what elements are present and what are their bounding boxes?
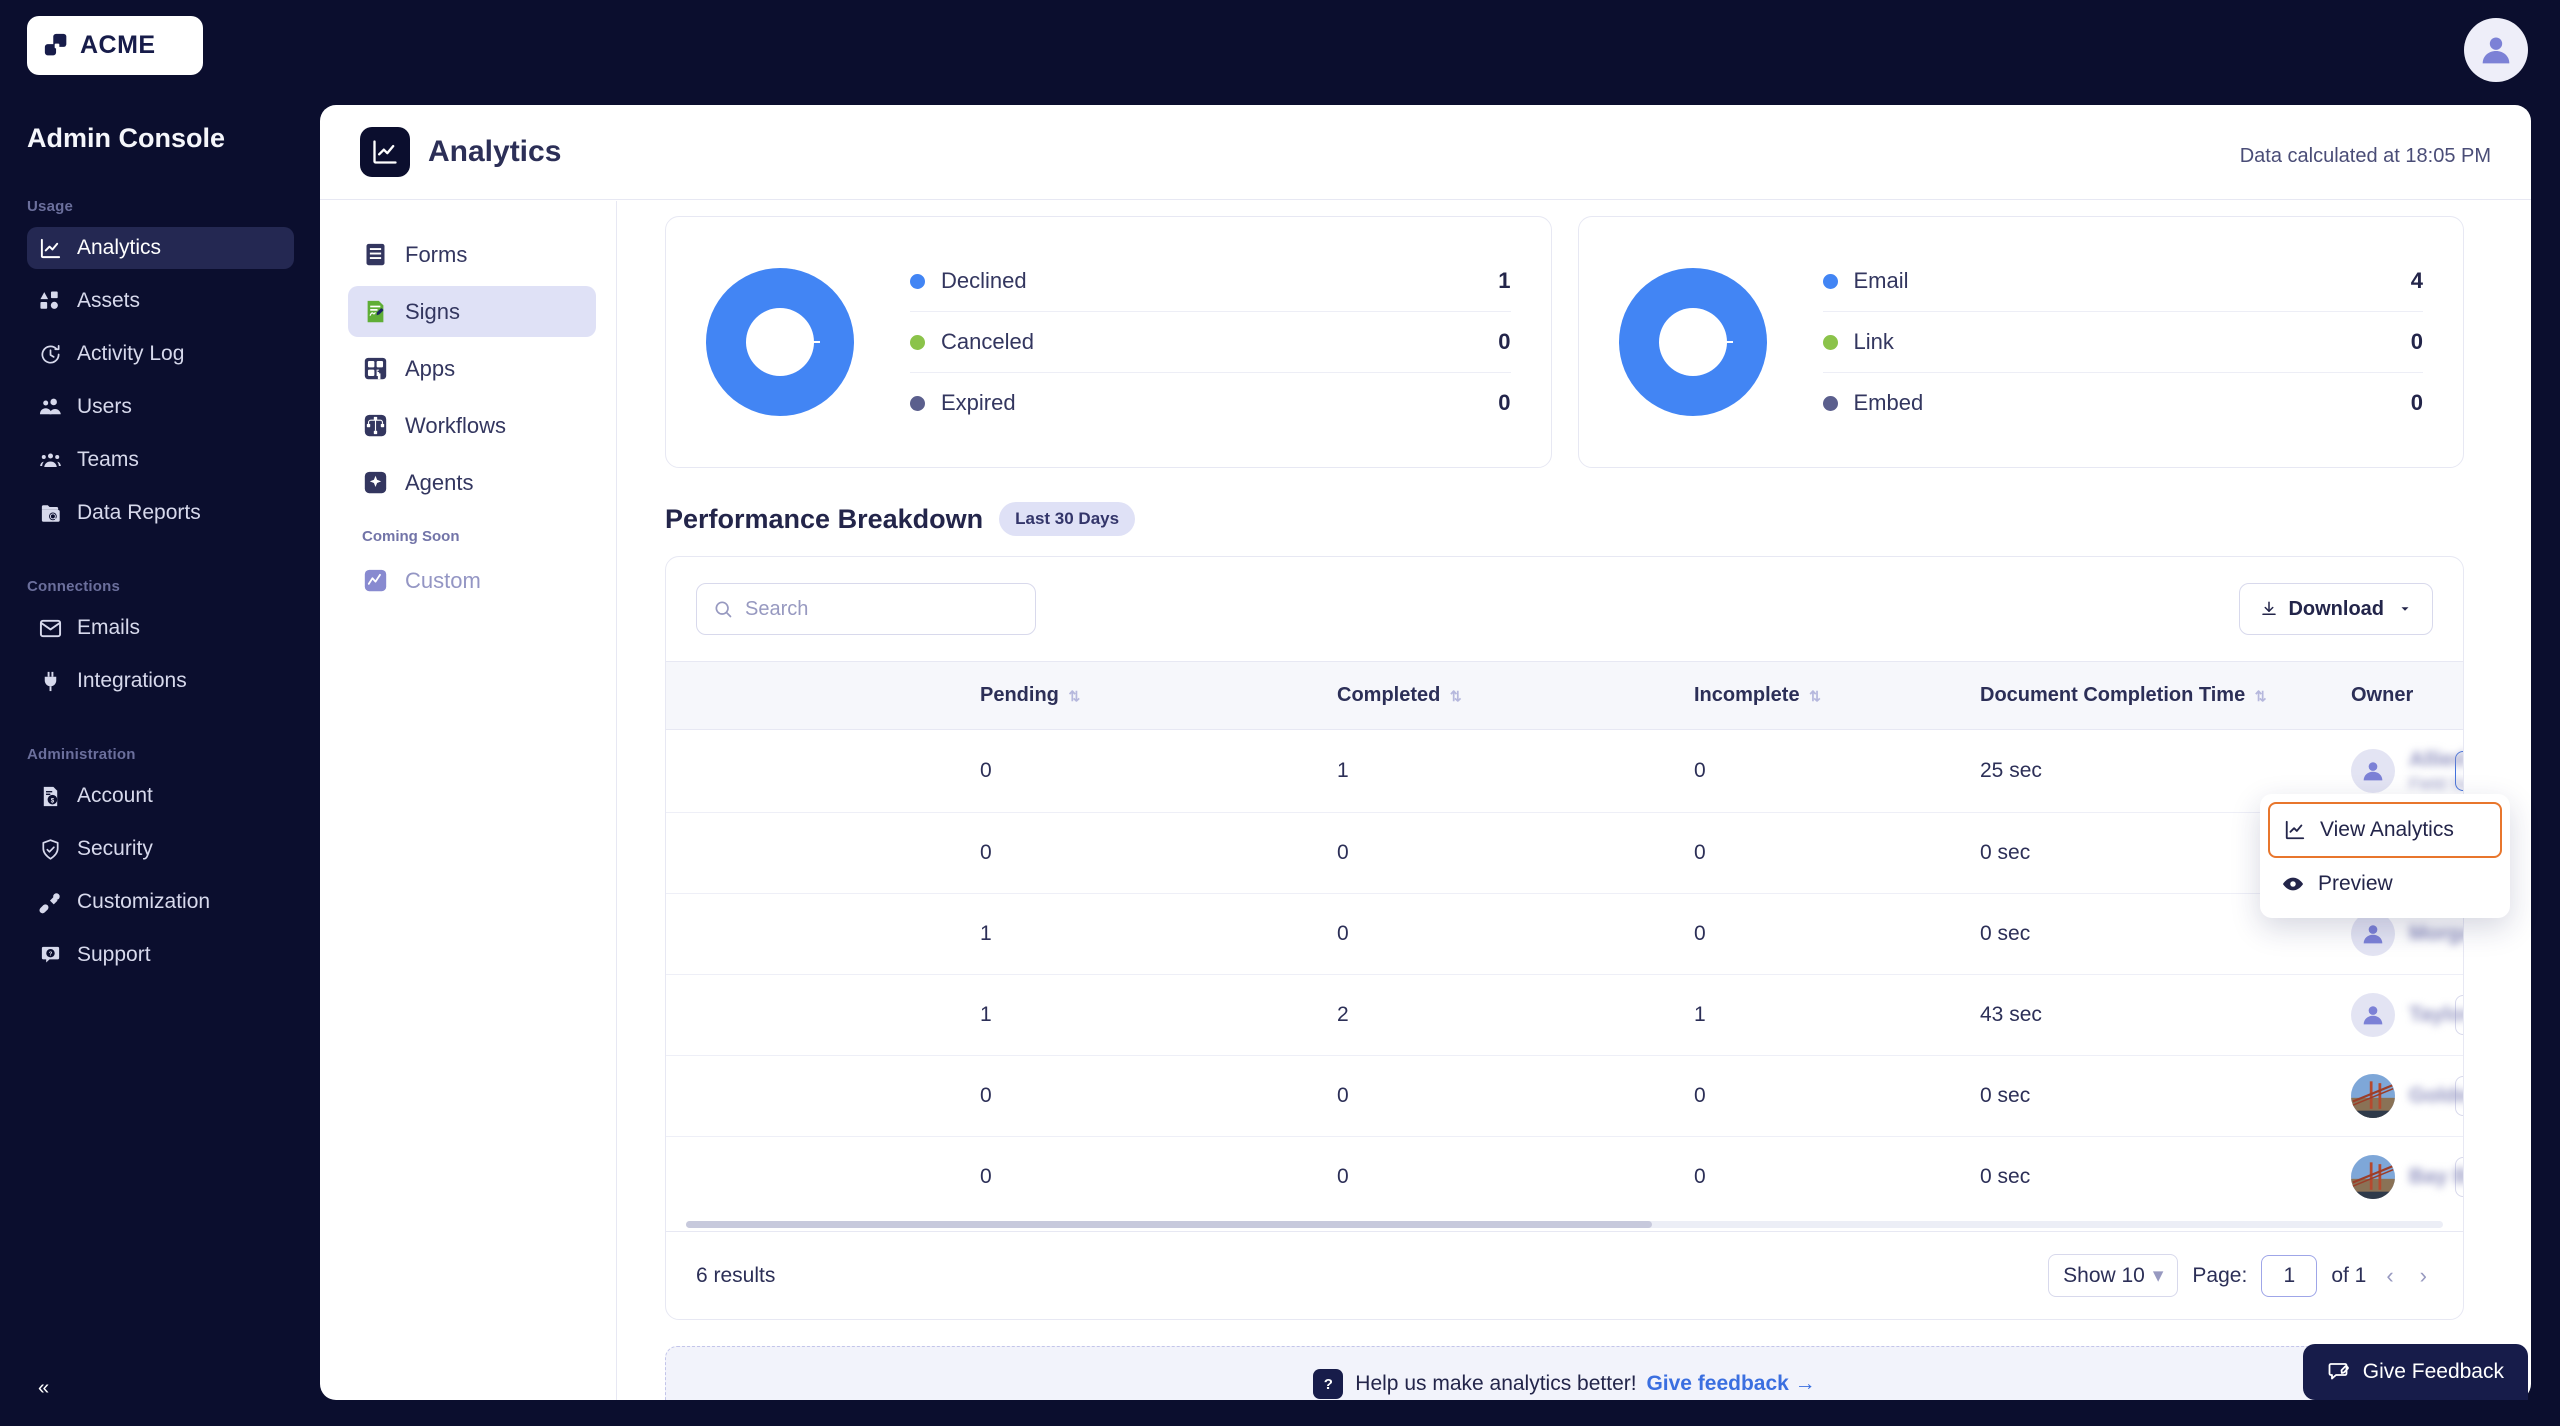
svg-text:$: $: [51, 797, 55, 804]
svg-text:?: ?: [49, 951, 53, 957]
